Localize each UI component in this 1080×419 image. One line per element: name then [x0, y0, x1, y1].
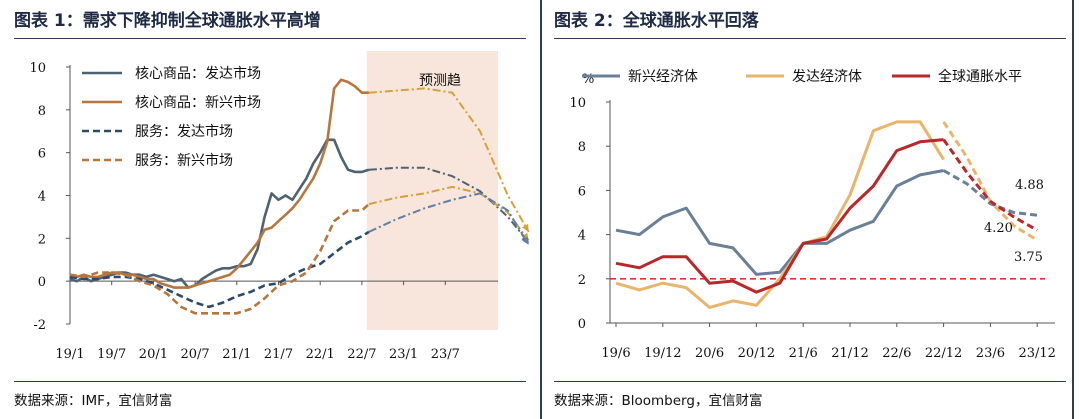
chart-panel-2: 图表 2：全球通胀水平回落 % 10 8 6 4 2 0 19/6 19/12 20/6 20/12… — [540, 0, 1080, 419]
forecast-line — [942, 169, 1038, 217]
x-tick-label: 22/7 — [347, 347, 376, 362]
end-label-emerging: 4.88 — [1015, 178, 1044, 193]
chart-panel-1: 图表 1：需求下降抑制全球通胀水平高增 预测趋 10 8 6 4 2 0 -2 19/1 19/7… — [14, 11, 530, 409]
y-tick-label: -2 — [33, 318, 46, 333]
chart-2-title: 图表 2：全球通胀水平回落 — [554, 11, 759, 31]
forecast-label: 预测趋 — [419, 73, 461, 89]
panel-separator — [540, 0, 542, 419]
unit-label: % — [582, 72, 594, 87]
y-tick-label: 8 — [38, 104, 46, 119]
series-line — [615, 138, 944, 294]
y-tick-label: 0 — [578, 317, 586, 332]
x-tick-label: 21/1 — [222, 347, 251, 362]
chart-2-plot: % 10 8 6 4 2 0 19/6 19/12 20/6 20/12 21/6 21/12 22/6 2… — [569, 68, 1055, 361]
chart-1-source: 数据来源：IMF，宜信财富 — [14, 393, 173, 409]
y-tick-label: 2 — [578, 273, 586, 288]
series-line — [69, 230, 370, 309]
forecast-region — [366, 51, 498, 330]
x-tick-label: 22/12 — [925, 346, 962, 361]
x-tick-label: 21/12 — [831, 346, 868, 361]
series-line — [615, 169, 944, 276]
x-tick-label: 20/6 — [695, 346, 724, 361]
legend-label: 新兴经济体 — [628, 69, 698, 85]
x-tick-label: 23/7 — [431, 347, 460, 362]
x-tick-label: 23/1 — [389, 347, 418, 362]
x-tick-label: 21/7 — [264, 347, 293, 362]
x-tick-label: 20/1 — [139, 347, 168, 362]
end-label-global: 4.20 — [984, 221, 1013, 236]
forecast-arrowhead — [522, 223, 529, 232]
chart-1-title: 图表 1：需求下降抑制全球通胀水平高增 — [14, 11, 321, 31]
x-tick-label: 20/7 — [180, 347, 209, 362]
x-tick-label: 21/6 — [789, 346, 818, 361]
series-line — [615, 120, 945, 309]
source-divider — [14, 381, 526, 382]
legend-label: 核心商品：发达市场 — [135, 65, 261, 82]
forecast-line — [368, 192, 530, 246]
right-border — [1072, 0, 1074, 419]
series-line — [69, 203, 370, 315]
y-tick-label: 8 — [578, 140, 586, 155]
x-tick-label: 23/6 — [976, 346, 1005, 361]
y-tick-label: 10 — [29, 61, 46, 76]
end-label-developed: 3.75 — [1014, 250, 1043, 265]
legend-label: 核心商品：新兴市场 — [135, 94, 261, 111]
x-tick-label: 19/6 — [601, 346, 630, 361]
source-divider — [554, 381, 1066, 382]
y-tick-label: 6 — [578, 184, 586, 199]
y-tick-label: 4 — [578, 229, 586, 244]
x-tick-label: 23/12 — [1018, 346, 1055, 361]
x-tick-label: 22/6 — [882, 346, 911, 361]
y-tick-label: 0 — [38, 275, 46, 290]
forecast-line — [368, 166, 530, 244]
y-tick-label: 4 — [38, 190, 46, 205]
forecast-line — [368, 87, 530, 233]
chart-2-source: 数据来源：Bloomberg，宜信财富 — [554, 393, 763, 409]
y-tick-label: 6 — [38, 147, 46, 162]
x-tick-label: 22/1 — [306, 347, 335, 362]
title-divider — [554, 38, 1066, 39]
legend-label: 服务：发达市场 — [135, 123, 233, 140]
forecast-line — [942, 138, 1038, 232]
forecast-line — [368, 185, 530, 242]
x-tick-label: 20/12 — [738, 346, 775, 361]
y-tick-label: 2 — [38, 232, 46, 247]
x-tick-label: 19/7 — [97, 347, 126, 362]
chart-1-plot: 预测趋 10 8 6 4 2 0 -2 19/1 19/7 20/1 20/7 21/1 21/7 22/1… — [29, 51, 530, 362]
y-tick-label: 10 — [569, 96, 586, 111]
title-divider — [14, 38, 526, 39]
forecast-arrowhead — [521, 236, 529, 245]
x-tick-label: 19/1 — [55, 347, 84, 362]
legend-label: 全球通胀水平 — [938, 68, 1022, 85]
legend-label: 服务：新兴市场 — [135, 152, 233, 169]
x-tick-label: 19/12 — [644, 346, 681, 361]
legend-label: 发达经济体 — [792, 69, 862, 85]
